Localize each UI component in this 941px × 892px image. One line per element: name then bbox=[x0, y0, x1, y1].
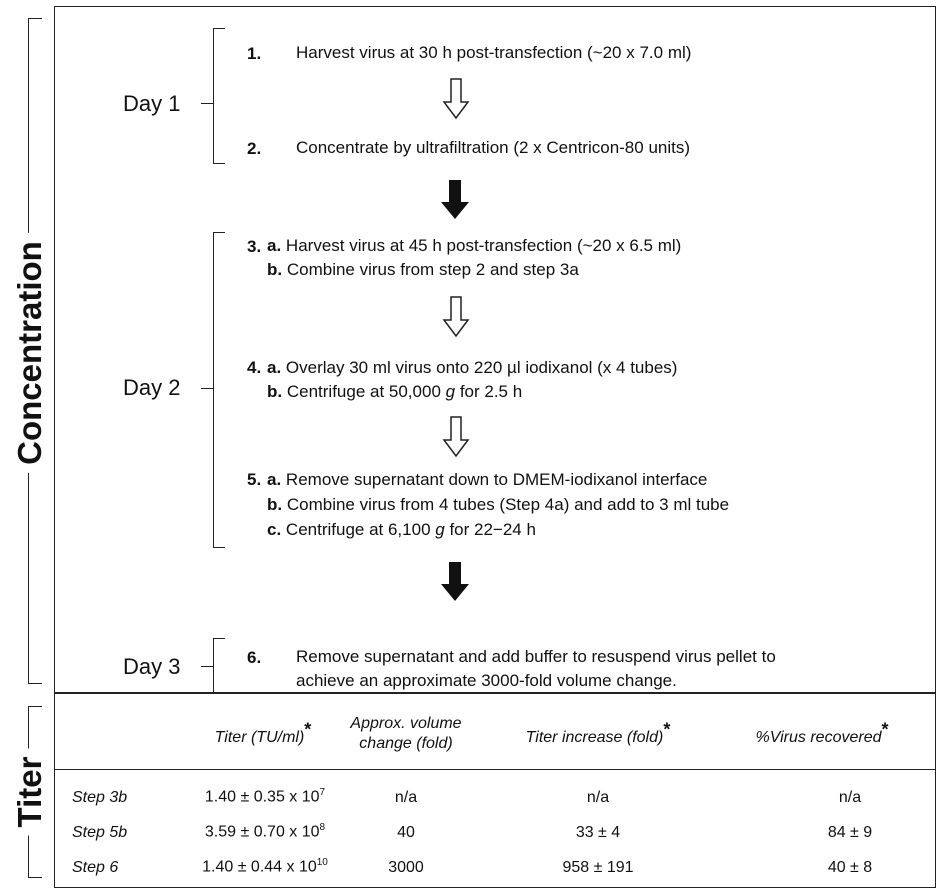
day3-label: Day 3 bbox=[123, 654, 181, 679]
step2-number: 2. bbox=[247, 139, 262, 158]
cell-titer-step5b: 3.59 ± 0.70 x 108 bbox=[204, 822, 326, 841]
day1-label: Day 1 bbox=[123, 91, 181, 116]
step5c-text: c. Centrifuge at 6,100 g for 22−24 h bbox=[267, 520, 536, 539]
cell-recovered-step5b: 84 ± 9 bbox=[827, 824, 873, 841]
header-increase: Titer increase (fold)* bbox=[525, 719, 671, 746]
hollow-down-arrow-2 bbox=[442, 296, 470, 338]
hollow-down-arrow-1 bbox=[442, 78, 470, 120]
day1-bracket bbox=[213, 28, 225, 164]
day3-bracket bbox=[213, 638, 225, 694]
step6-line2: achieve an approximate 3000-fold volume … bbox=[296, 671, 677, 690]
day2-bracket bbox=[213, 232, 225, 548]
cell-increase-step6: 958 ± 191 bbox=[562, 859, 634, 876]
step6-number: 6. bbox=[247, 648, 262, 667]
row-label-step5b: Step 5b bbox=[72, 824, 128, 841]
step3b-text: b. Combine virus from step 2 and step 3a bbox=[267, 260, 579, 279]
table-header-divider bbox=[55, 769, 935, 770]
step5-number: 5. bbox=[247, 470, 262, 489]
solid-down-arrow-1 bbox=[441, 180, 469, 219]
step1-text: Harvest virus at 30 h post-transfection … bbox=[296, 43, 692, 62]
day2-label: Day 2 bbox=[123, 375, 181, 400]
step3a-text: a. Harvest virus at 45 h post-transfecti… bbox=[267, 236, 682, 255]
concentration-label: Concentration bbox=[11, 233, 49, 473]
cell-increase-step3b: n/a bbox=[586, 789, 610, 806]
step5b-text: b. Combine virus from 4 tubes (Step 4a) … bbox=[267, 495, 730, 514]
step4-number: 4. bbox=[247, 358, 262, 377]
cell-recovered-step6: 40 ± 8 bbox=[827, 859, 873, 876]
cell-recovered-step3b: n/a bbox=[838, 789, 862, 806]
header-volume: Approx. volume change (fold) bbox=[350, 715, 462, 752]
step5a-text: a. Remove supernatant down to DMEM-iodix… bbox=[267, 470, 708, 489]
step6-line1: Remove supernatant and add buffer to res… bbox=[296, 647, 776, 666]
cell-volume-step3b: n/a bbox=[394, 789, 418, 806]
day3-connector bbox=[201, 666, 214, 667]
cell-volume-step5b: 40 bbox=[397, 824, 415, 841]
cell-titer-step3b: 1.40 ± 0.35 x 107 bbox=[204, 787, 326, 806]
row-label-step3b: Step 3b bbox=[72, 789, 128, 806]
cell-titer-step6: 1.40 ± 0.44 x 1010 bbox=[202, 857, 328, 876]
titer-panel bbox=[54, 692, 936, 888]
solid-down-arrow-2 bbox=[441, 562, 469, 601]
step4b-text: b. Centrifuge at 50,000 g for 2.5 h bbox=[267, 382, 523, 401]
header-titer: Titer (TU/ml)* bbox=[214, 719, 312, 746]
step1-number: 1. bbox=[247, 44, 262, 63]
step2-text: Concentrate by ultrafiltration (2 x Cent… bbox=[296, 138, 691, 157]
step3-number: 3. bbox=[247, 237, 262, 256]
header-recovered: %Virus recovered* bbox=[755, 719, 889, 746]
cell-volume-step6: 3000 bbox=[388, 859, 424, 876]
day2-connector bbox=[201, 388, 214, 389]
concentration-panel bbox=[54, 6, 936, 694]
day1-connector bbox=[201, 103, 214, 104]
hollow-down-arrow-3 bbox=[442, 416, 470, 458]
row-label-step6: Step 6 bbox=[72, 859, 119, 876]
titer-label: Titer bbox=[11, 748, 49, 836]
step4a-text: a. Overlay 30 ml virus onto 220 µl iodix… bbox=[267, 358, 678, 377]
cell-increase-step5b: 33 ± 4 bbox=[575, 824, 621, 841]
